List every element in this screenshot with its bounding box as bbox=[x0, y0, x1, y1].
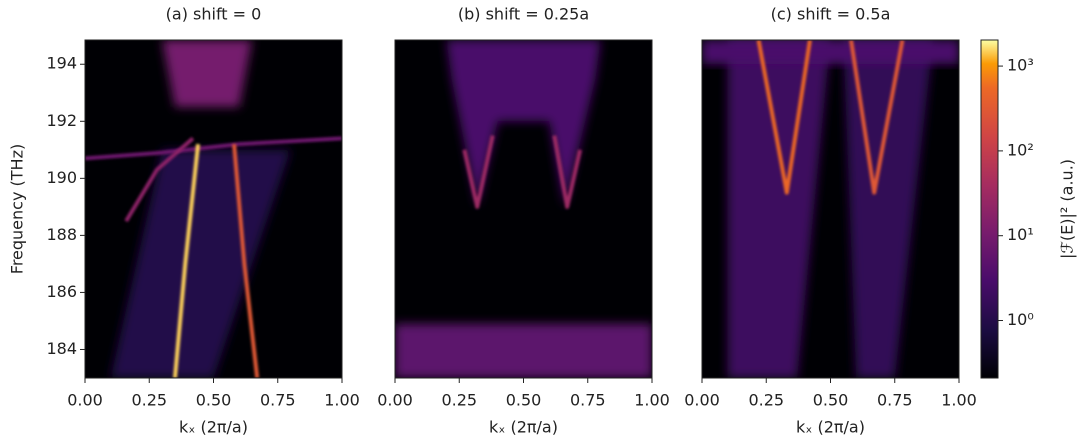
band bbox=[462, 135, 495, 209]
x-tick-label: 0.75 bbox=[260, 391, 296, 410]
heatmap bbox=[85, 40, 342, 378]
panel-title: (b) shift = 0.25a bbox=[458, 5, 589, 24]
y-tick-label: 186 bbox=[46, 282, 77, 301]
x-tick-label: 0.00 bbox=[67, 391, 103, 410]
x-tick-label: 0.00 bbox=[377, 391, 413, 410]
y-axis-label: Frequency (THz) bbox=[8, 144, 27, 274]
band bbox=[849, 40, 905, 195]
x-tick-label: 0.50 bbox=[813, 391, 849, 410]
x-tick-label: 0.25 bbox=[748, 391, 784, 410]
intensity-region bbox=[162, 40, 253, 108]
colorbar-tick-label: 10¹ bbox=[1007, 225, 1034, 244]
band bbox=[85, 136, 342, 161]
x-tick-label: 0.75 bbox=[877, 391, 913, 410]
band bbox=[552, 135, 582, 209]
heatmap bbox=[702, 40, 959, 378]
x-tick-label: 0.00 bbox=[684, 391, 720, 410]
colorbar-label: |ℱ(E)|² (a.u.) bbox=[1058, 159, 1077, 259]
intensity-region bbox=[727, 40, 831, 378]
colorbar-tick-label: 10³ bbox=[1007, 56, 1034, 75]
band bbox=[756, 40, 812, 195]
x-tick-label: 1.00 bbox=[324, 391, 360, 410]
y-tick-label: 194 bbox=[46, 54, 77, 73]
x-axis-label: kₓ (2π/a) bbox=[489, 418, 558, 437]
heatmap bbox=[395, 40, 652, 378]
x-axis-label: kₓ (2π/a) bbox=[179, 418, 248, 437]
colorbar-tick-label: 10² bbox=[1007, 140, 1034, 159]
band bbox=[124, 136, 195, 223]
panel-title: (a) shift = 0 bbox=[166, 5, 262, 24]
intensity-region bbox=[395, 323, 652, 378]
x-tick-label: 0.50 bbox=[506, 391, 542, 410]
colorbar-tick-label: 10⁰ bbox=[1007, 310, 1034, 329]
x-tick-label: 0.75 bbox=[570, 391, 606, 410]
x-tick-label: 1.00 bbox=[634, 391, 670, 410]
x-axis-label: kₓ (2π/a) bbox=[796, 418, 865, 437]
x-tick-label: 1.00 bbox=[941, 391, 977, 410]
x-tick-label: 0.25 bbox=[441, 391, 477, 410]
band bbox=[172, 143, 201, 378]
panel-title: (c) shift = 0.5a bbox=[771, 5, 891, 24]
y-tick-label: 184 bbox=[46, 339, 77, 358]
y-tick-label: 192 bbox=[46, 111, 77, 130]
intensity-region bbox=[110, 149, 291, 378]
colorbar bbox=[980, 39, 999, 379]
band bbox=[232, 143, 260, 378]
x-tick-label: 0.50 bbox=[196, 391, 232, 410]
intensity-region bbox=[702, 40, 959, 65]
x-tick-label: 0.25 bbox=[131, 391, 167, 410]
y-tick-label: 190 bbox=[46, 168, 77, 187]
y-tick-label: 188 bbox=[46, 225, 77, 244]
